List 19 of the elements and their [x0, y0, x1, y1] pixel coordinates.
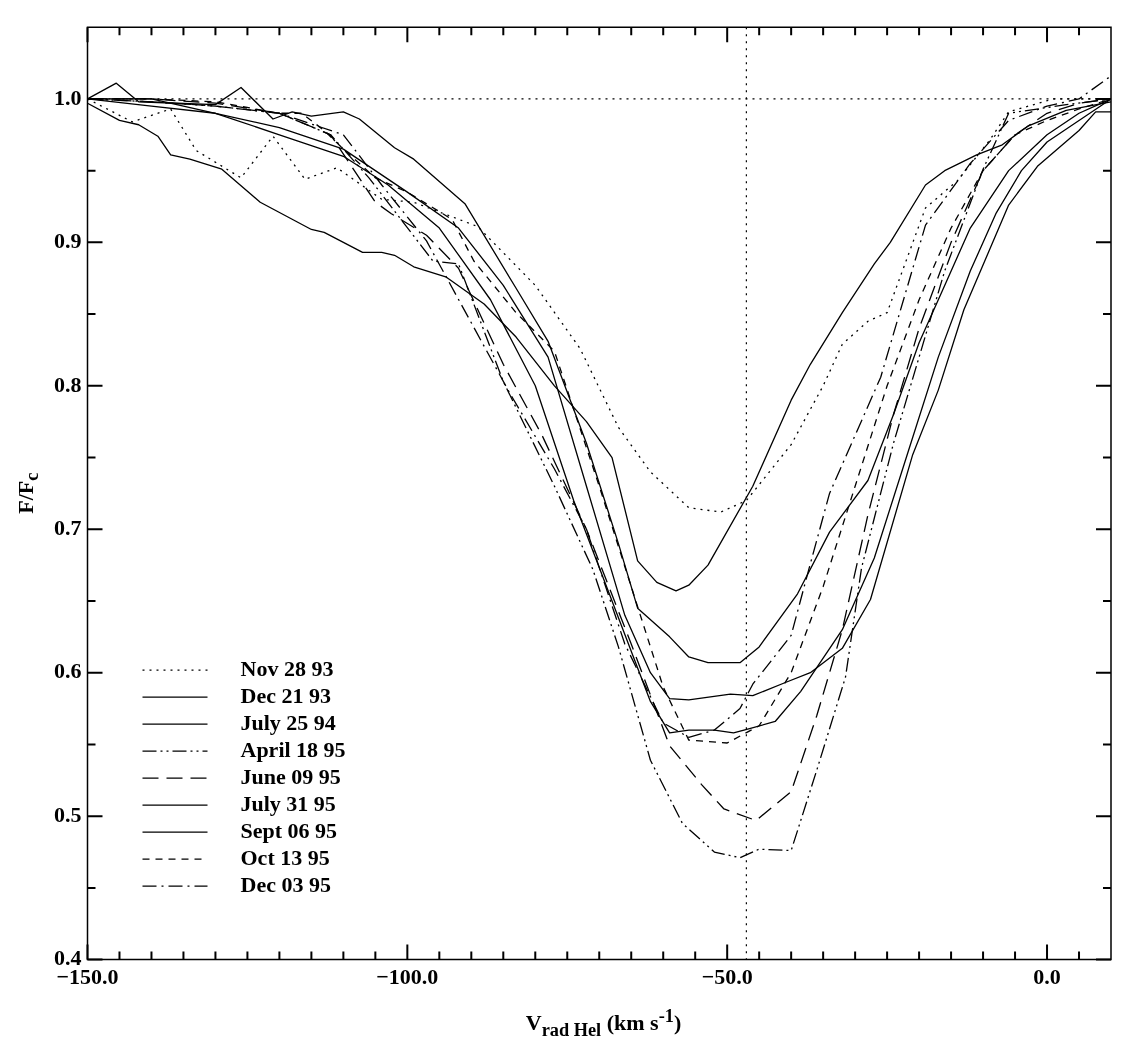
- legend-label: Sept 06 95: [240, 817, 338, 843]
- legend-label: July 25 94: [240, 709, 336, 735]
- x-tick-label: 0.0: [1033, 964, 1061, 990]
- y-tick-label: 0.5: [54, 801, 82, 827]
- x-tick-label: −100.0: [376, 964, 439, 990]
- legend-label: June 09 95: [240, 763, 341, 789]
- legend-label: Dec 03 95: [240, 871, 331, 897]
- legend-label: April 18 95: [240, 736, 346, 762]
- legend-label: Oct 13 95: [240, 844, 330, 870]
- y-tick-label: 0.7: [54, 514, 82, 540]
- legend-label: July 31 95: [240, 790, 336, 816]
- legend-label: Nov 28 93: [240, 655, 334, 681]
- y-tick-label: 0.6: [54, 658, 82, 684]
- y-tick-label: 1.0: [54, 84, 82, 110]
- x-axis-title: V$_{rad Hel}$ (km s$^{-1}$): [524, 1006, 683, 1041]
- x-tick-label: −50.0: [701, 964, 753, 990]
- y-tick-label: 0.8: [54, 371, 82, 397]
- y-tick-label: 0.9: [54, 228, 82, 254]
- legend-label: Dec 21 93: [240, 682, 331, 708]
